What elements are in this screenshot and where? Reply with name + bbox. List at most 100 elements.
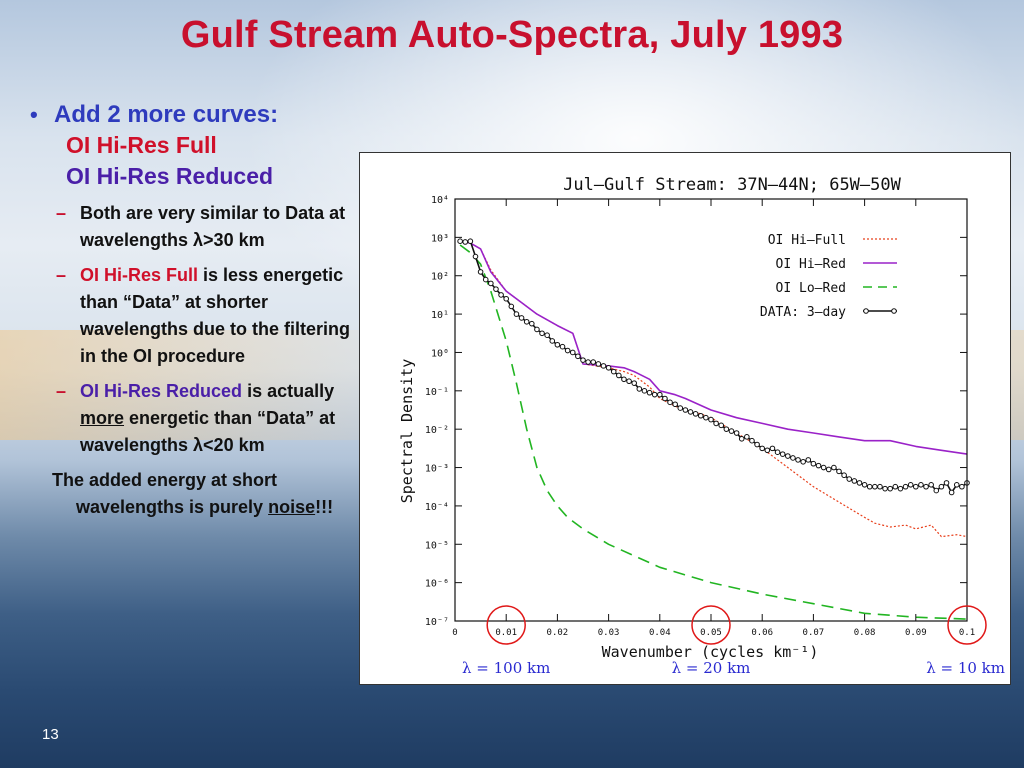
data-point bbox=[585, 359, 591, 365]
data-point bbox=[718, 422, 725, 429]
y-tick-label: 10⁻⁴ bbox=[425, 502, 449, 513]
y-tick-label: 10⁻⁷ bbox=[425, 617, 449, 628]
data-point bbox=[610, 368, 617, 375]
wavelength-annotation-1: λ = 100 km bbox=[462, 659, 550, 677]
data-point bbox=[866, 483, 873, 490]
y-tick-label: 10³ bbox=[431, 233, 449, 244]
data-point bbox=[513, 311, 520, 317]
data-point bbox=[856, 480, 863, 486]
data-point bbox=[877, 483, 883, 490]
data-point bbox=[923, 483, 929, 490]
data-point bbox=[626, 378, 632, 385]
data-point bbox=[800, 458, 806, 465]
y-tick-label: 10⁻⁵ bbox=[425, 540, 449, 551]
data-point bbox=[825, 466, 832, 473]
x-tick-label: 0.08 bbox=[854, 628, 876, 638]
series-line-2 bbox=[459, 240, 968, 455]
data-point bbox=[477, 269, 484, 275]
data-point bbox=[703, 414, 709, 421]
x-tick-label: 0.06 bbox=[751, 628, 773, 638]
data-point bbox=[677, 405, 684, 411]
data-point bbox=[600, 363, 607, 369]
sub-bullet-reduced-text-b: energetic than “Data” at wavelengths λ<2… bbox=[80, 408, 336, 455]
data-point bbox=[928, 482, 934, 488]
data-point bbox=[529, 320, 535, 327]
data-point bbox=[687, 409, 694, 415]
data-point bbox=[785, 453, 791, 459]
data-point bbox=[651, 391, 658, 398]
data-point bbox=[467, 238, 474, 244]
y-tick-label: 10⁰ bbox=[431, 348, 449, 359]
x-tick-label: 0.07 bbox=[803, 628, 825, 638]
y-tick-label: 10⁴ bbox=[431, 195, 449, 206]
data-point bbox=[523, 318, 530, 325]
y-tick-label: 10⁻² bbox=[425, 425, 449, 436]
data-point bbox=[662, 395, 668, 402]
legend-marker bbox=[863, 308, 869, 314]
data-point bbox=[590, 359, 597, 365]
data-point bbox=[518, 315, 525, 321]
sub-bullet-full-text: is less energetic than “Data” at shorter… bbox=[80, 265, 351, 366]
data-point bbox=[733, 430, 740, 436]
data-point bbox=[488, 280, 494, 287]
y-axis-label: Spectral Density bbox=[398, 359, 416, 504]
data-point bbox=[508, 303, 515, 310]
data-point bbox=[539, 330, 545, 337]
data-point bbox=[554, 341, 561, 348]
data-point bbox=[564, 347, 571, 354]
series-line-3 bbox=[459, 244, 968, 620]
sub-bullet-similar-text: Both are very similar to Data at wavelen… bbox=[80, 203, 346, 250]
wavelength-annotation-2: λ = 20 km bbox=[672, 659, 751, 677]
data-point bbox=[810, 460, 817, 467]
data-point bbox=[621, 376, 627, 383]
conclusion-text: The added energy at short wavelengths is… bbox=[28, 467, 358, 521]
data-point bbox=[534, 326, 540, 333]
legend-label-1: OI Hi–Full bbox=[768, 233, 846, 248]
data-point bbox=[692, 411, 699, 417]
data-point bbox=[498, 292, 504, 298]
data-point bbox=[872, 483, 878, 490]
data-point bbox=[672, 401, 678, 408]
data-point bbox=[728, 428, 735, 434]
sub-bullet-reduced-emph: more bbox=[80, 408, 125, 428]
data-point bbox=[482, 276, 489, 283]
spectra-chart: Jul–Gulf Stream: 37N–44N; 65W–50W Wavenu… bbox=[398, 175, 1005, 677]
data-point bbox=[738, 435, 745, 442]
sub-bullet-reduced-text-a: is actually bbox=[247, 381, 335, 401]
data-point bbox=[846, 476, 853, 482]
x-axis-label: Wavenumber (cycles km⁻¹) bbox=[602, 643, 819, 661]
data-point bbox=[759, 445, 766, 452]
bullet-add-curves: Add 2 more curves: bbox=[28, 100, 358, 130]
sub-bullet-reduced: OI Hi-Res Reduced is actually more energ… bbox=[28, 378, 358, 459]
data-point bbox=[815, 462, 822, 469]
data-point bbox=[790, 455, 796, 461]
highlight-circle-1 bbox=[486, 605, 526, 645]
conclusion-text-a: The added energy at short wavelengths is… bbox=[52, 470, 278, 517]
data-point bbox=[697, 412, 704, 419]
chart-panel: Jul–Gulf Stream: 37N–44N; 65W–50W Wavenu… bbox=[359, 152, 1011, 685]
highlight-circle-2 bbox=[691, 605, 731, 645]
x-tick-label: 0.01 bbox=[495, 628, 517, 638]
data-point bbox=[774, 449, 781, 456]
y-tick-label: 10¹ bbox=[431, 310, 449, 321]
legend-marker bbox=[891, 308, 897, 314]
data-point bbox=[943, 480, 950, 486]
data-point bbox=[841, 472, 847, 479]
data-point bbox=[887, 485, 894, 492]
page-number: 13 bbox=[42, 726, 59, 743]
data-point bbox=[605, 365, 612, 371]
data-point bbox=[953, 482, 960, 488]
data-point bbox=[933, 487, 940, 494]
data-point bbox=[544, 332, 550, 338]
legend-label-3: OI Lo–Red bbox=[776, 281, 846, 296]
y-tick-label: 10² bbox=[431, 272, 449, 283]
curve-name-full: OI Hi-Res Full bbox=[66, 132, 217, 158]
wavelength-annotation-3: λ = 10 km bbox=[926, 659, 1005, 677]
curve-name-reduced: OI Hi-Res Reduced bbox=[66, 163, 274, 189]
data-point bbox=[907, 482, 914, 488]
series-line-4 bbox=[459, 240, 968, 494]
x-tick-label: 0.09 bbox=[905, 628, 927, 638]
chart-title: Jul–Gulf Stream: 37N–44N; 65W–50W bbox=[563, 175, 902, 195]
data-point bbox=[897, 485, 904, 492]
slide-title: Gulf Stream Auto-Spectra, July 1993 bbox=[180, 14, 844, 56]
